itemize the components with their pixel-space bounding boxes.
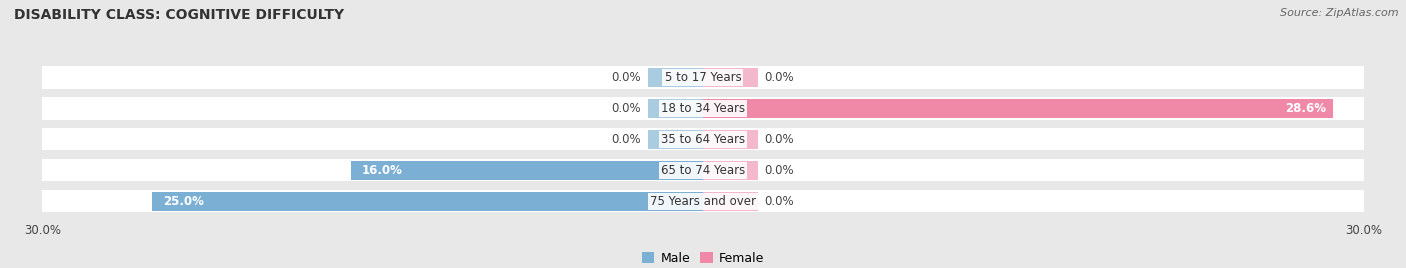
Bar bbox=[648, 161, 703, 180]
Bar bbox=[703, 161, 758, 180]
Text: 0.0%: 0.0% bbox=[765, 195, 794, 208]
Text: DISABILITY CLASS: COGNITIVE DIFFICULTY: DISABILITY CLASS: COGNITIVE DIFFICULTY bbox=[14, 8, 344, 22]
Text: 0.0%: 0.0% bbox=[765, 133, 794, 146]
Text: 0.0%: 0.0% bbox=[765, 164, 794, 177]
Text: 18 to 34 Years: 18 to 34 Years bbox=[661, 102, 745, 115]
Text: 35 to 64 Years: 35 to 64 Years bbox=[661, 133, 745, 146]
Bar bbox=[648, 192, 703, 211]
Text: 0.0%: 0.0% bbox=[612, 102, 641, 115]
Bar bbox=[703, 99, 758, 118]
Bar bbox=[42, 159, 1364, 181]
Text: 0.0%: 0.0% bbox=[765, 71, 794, 84]
Bar bbox=[703, 68, 758, 87]
Text: 0.0%: 0.0% bbox=[612, 133, 641, 146]
Text: 0.0%: 0.0% bbox=[612, 71, 641, 84]
Text: 65 to 74 Years: 65 to 74 Years bbox=[661, 164, 745, 177]
Bar bbox=[648, 130, 703, 149]
Bar bbox=[42, 66, 1364, 89]
Text: 5 to 17 Years: 5 to 17 Years bbox=[665, 71, 741, 84]
Text: Source: ZipAtlas.com: Source: ZipAtlas.com bbox=[1281, 8, 1399, 18]
Bar bbox=[648, 99, 703, 118]
Bar bbox=[703, 192, 758, 211]
Bar bbox=[42, 97, 1364, 120]
Bar bbox=[648, 68, 703, 87]
Text: 16.0%: 16.0% bbox=[361, 164, 402, 177]
Text: 28.6%: 28.6% bbox=[1285, 102, 1326, 115]
Legend: Male, Female: Male, Female bbox=[641, 252, 765, 265]
Text: 75 Years and over: 75 Years and over bbox=[650, 195, 756, 208]
Bar bbox=[703, 99, 1333, 118]
Bar bbox=[152, 192, 703, 211]
Bar bbox=[350, 161, 703, 180]
Bar bbox=[42, 190, 1364, 212]
Text: 25.0%: 25.0% bbox=[163, 195, 204, 208]
Bar bbox=[703, 130, 758, 149]
Bar bbox=[42, 128, 1364, 151]
